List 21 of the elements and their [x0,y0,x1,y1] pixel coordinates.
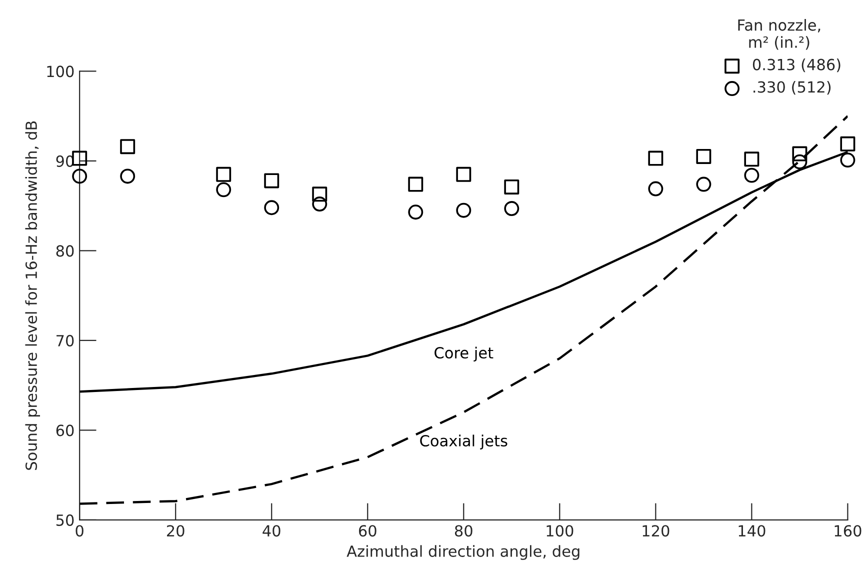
x-tick-label: 140 [738,525,766,537]
x-axis-title: Azimuthal direction angle, deg [346,545,580,560]
legend-label: .330 (512) [754,80,831,95]
legend-label: 0.313 (486) [752,58,840,72]
x-tick-label: 80 [454,525,472,537]
x-tick-label: 100 [546,525,574,537]
x-tick-label: 20 [166,525,184,537]
series-label: Core jet [434,346,494,362]
x-tick-label: 120 [642,525,670,537]
x-tick-label: 0 [76,525,84,537]
y-tick-label: 70 [56,334,74,346]
y-tick-label: 100 [47,66,74,78]
y-tick-label: 80 [56,245,74,257]
x-tick-label: 60 [358,525,376,537]
series-label: Coaxial jets [420,434,508,450]
y-tick-label: 60 [56,424,74,436]
y-axis-title: Sound pressure level for 16-Hz bandwidth, dB [25,121,40,470]
x-tick-label: 160 [834,525,862,537]
legend-title: Fan nozzle, m² (in.²) [738,18,820,50]
x-tick-label: 40 [262,525,280,537]
y-tick-label: 50 [56,514,74,526]
